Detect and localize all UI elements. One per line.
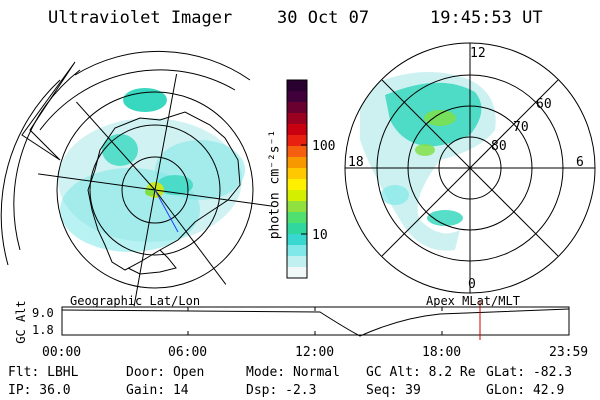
status-filter: Flt: LBHL — [8, 365, 79, 380]
mlat-label-60: 60 — [536, 97, 552, 112]
time-tick-0000: 00:00 — [42, 345, 82, 360]
date-label: 30 Oct 07 — [277, 8, 370, 28]
colorbar-cell — [287, 179, 307, 191]
status-mode: Mode: Normal — [246, 365, 340, 380]
mlt-label-0: 0 — [468, 277, 476, 292]
mlt-label-12: 12 — [470, 46, 486, 61]
colorbar-tick-100: 100 — [312, 139, 336, 154]
colorbar-cell — [287, 212, 307, 224]
geographic-caption: Geographic Lat/Lon — [70, 294, 201, 308]
status-dsp: Dsp: -2.3 — [246, 383, 317, 398]
apex-aurora-image — [360, 72, 496, 251]
colorbar-cell — [287, 168, 307, 180]
colorbar-cell — [287, 245, 307, 257]
status-gc-alt: GC Alt: 8.2 Re — [366, 365, 476, 380]
colorbar-cell — [287, 146, 307, 158]
status-gain: Gain: 14 — [126, 383, 189, 398]
colorbar-cell — [287, 267, 307, 279]
colorbar-cell — [287, 256, 307, 268]
colorbar-cell — [287, 102, 307, 114]
status-glat: GLat: -82.3 — [486, 365, 573, 380]
colorbar-cell — [287, 201, 307, 213]
intensity-colorbar — [286, 79, 308, 279]
instrument-title: Ultraviolet Imager — [48, 8, 233, 28]
colorbar-cell — [287, 135, 307, 147]
colorbar-cell — [287, 91, 307, 103]
time-label: 19:45:53 UT — [430, 8, 543, 28]
time-tick-0600: 06:00 — [168, 345, 208, 360]
colorbar-cell — [287, 80, 307, 92]
status-glon: GLon: 42.9 — [486, 383, 565, 398]
colorbar-cell — [287, 124, 307, 136]
time-tick-2359: 23:59 — [549, 345, 589, 360]
time-tick-1200: 12:00 — [295, 345, 335, 360]
geographic-aurora-image — [37, 72, 273, 308]
apex-mlt-map — [344, 42, 596, 294]
mlt-label-18: 18 — [348, 155, 364, 170]
altitude-timeline-plot — [61, 300, 570, 340]
colorbar-cell — [287, 223, 307, 235]
time-tick-1800: 18:00 — [422, 345, 462, 360]
colorbar-cell — [287, 190, 307, 202]
geographic-map — [0, 50, 273, 308]
status-ip: IP: 36.0 — [8, 383, 71, 398]
colorbar-cell — [287, 113, 307, 125]
status-seq: Seq: 39 — [366, 383, 421, 398]
colorbar-tick-10: 10 — [312, 228, 328, 243]
colorbar-unit-label: photon cm⁻²s⁻¹ — [267, 129, 283, 240]
mlt-label-6: 6 — [576, 155, 584, 170]
mlat-label-80: 80 — [491, 139, 507, 154]
status-door: Door: Open — [126, 365, 205, 380]
altitude-ytick-low: 1.8 — [32, 323, 54, 337]
colorbar-cell — [287, 234, 307, 246]
mlat-label-70: 70 — [513, 120, 529, 135]
apex-caption: Apex MLat/MLT — [426, 294, 520, 308]
colorbar-cell — [287, 157, 307, 169]
altitude-ytick-high: 9.0 — [32, 306, 54, 320]
altitude-ylabel: GC Alt — [14, 300, 28, 344]
